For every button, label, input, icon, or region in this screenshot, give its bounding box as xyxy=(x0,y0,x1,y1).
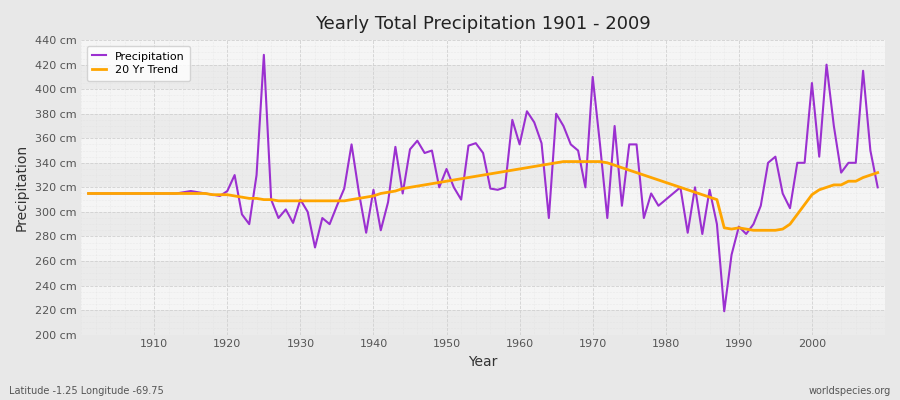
Precipitation xyxy=(514,142,525,147)
20 Yr Trend xyxy=(872,170,883,175)
Precipitation xyxy=(258,52,269,57)
Line: 20 Yr Trend: 20 Yr Trend xyxy=(88,162,878,230)
Bar xyxy=(81,89,885,114)
Precipitation xyxy=(354,190,364,195)
Bar xyxy=(81,40,885,65)
Bar xyxy=(81,65,885,89)
Precipitation xyxy=(609,124,620,128)
20 Yr Trend xyxy=(609,163,620,168)
Title: Yearly Total Precipitation 1901 - 2009: Yearly Total Precipitation 1901 - 2009 xyxy=(315,15,651,33)
20 Yr Trend xyxy=(302,198,313,203)
20 Yr Trend xyxy=(558,159,569,164)
Y-axis label: Precipitation: Precipitation xyxy=(15,144,29,231)
Bar xyxy=(81,286,885,310)
Bar xyxy=(81,138,885,163)
20 Yr Trend xyxy=(346,197,357,202)
Bar xyxy=(81,261,885,286)
Precipitation xyxy=(141,191,152,196)
Bar xyxy=(81,114,885,138)
20 Yr Trend xyxy=(507,168,517,172)
Precipitation xyxy=(83,191,94,196)
20 Yr Trend xyxy=(83,191,94,196)
Text: worldspecies.org: worldspecies.org xyxy=(809,386,891,396)
Line: Precipitation: Precipitation xyxy=(88,55,878,311)
Legend: Precipitation, 20 Yr Trend: Precipitation, 20 Yr Trend xyxy=(86,46,190,81)
Text: Latitude -1.25 Longitude -69.75: Latitude -1.25 Longitude -69.75 xyxy=(9,386,164,396)
Bar xyxy=(81,187,885,212)
20 Yr Trend xyxy=(748,228,759,233)
Bar xyxy=(81,310,885,334)
20 Yr Trend xyxy=(141,191,152,196)
Precipitation xyxy=(310,245,320,250)
Bar xyxy=(81,212,885,236)
Precipitation xyxy=(521,109,532,114)
20 Yr Trend xyxy=(514,166,525,171)
Bar xyxy=(81,163,885,187)
Bar xyxy=(81,236,885,261)
Precipitation xyxy=(872,185,883,190)
X-axis label: Year: Year xyxy=(468,355,498,369)
Precipitation xyxy=(719,309,730,314)
